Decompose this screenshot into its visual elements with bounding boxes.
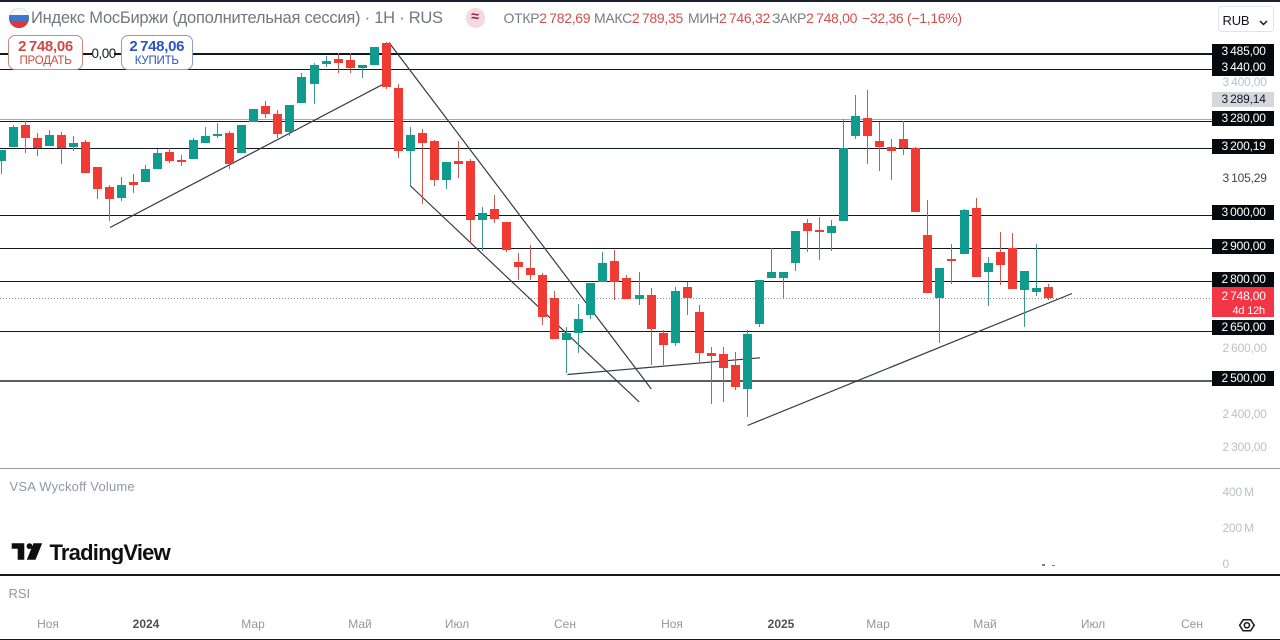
svg-text:TradingView: TradingView (50, 542, 172, 564)
